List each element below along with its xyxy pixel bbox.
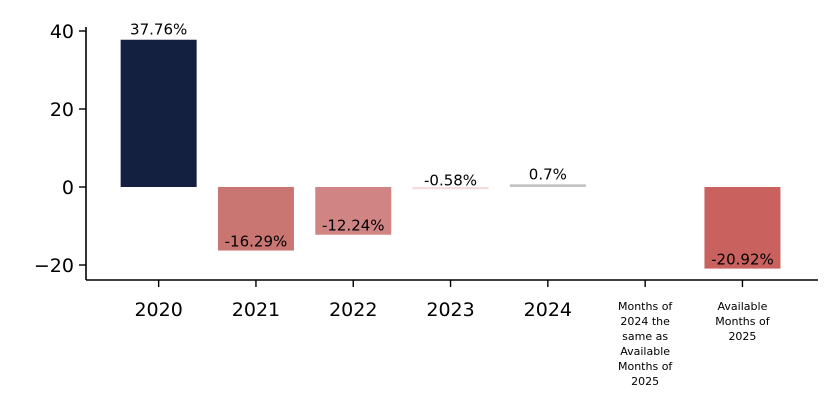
x-tick-label: 2020: [134, 299, 182, 321]
bar: [412, 187, 489, 190]
x-tick-label: 2024: [524, 299, 572, 321]
x-ticks-group: 2020 2021 2022 2023 2024 Months of 2024 the sam…: [134, 280, 771, 388]
bar: [120, 39, 197, 188]
data-label: -12.24%: [322, 217, 385, 235]
y-ticks-group: 40 20 0 −20: [34, 21, 86, 277]
bar: [315, 187, 392, 235]
y-tick-label: 40: [50, 21, 74, 43]
data-label: -20.92%: [711, 251, 774, 269]
data-label: 0.7%: [529, 165, 567, 183]
data-label: -16.29%: [225, 233, 288, 251]
data-label: 37.76%: [130, 21, 187, 39]
data-labels-group: 37.76% -16.29% -12.24% -0.58% 0.7% -20.92%: [130, 21, 774, 269]
bar: [704, 187, 781, 269]
bars-group: [120, 39, 781, 269]
bar: [509, 184, 586, 187]
x-tick-label: 2022: [329, 299, 377, 321]
y-tick-label: −20: [34, 255, 74, 277]
x-tick-label: Months of 2024 the same as Available Months …: [618, 300, 673, 388]
y-tick-label: 20: [50, 99, 74, 121]
bar: [217, 187, 294, 251]
y-tick-label: 0: [62, 177, 74, 199]
axes-group: [85, 27, 818, 281]
x-tick-label: Available Months of 2025: [715, 300, 770, 343]
x-tick-label: 2021: [232, 299, 280, 321]
x-tick-label: 2023: [426, 299, 474, 321]
data-label: -0.58%: [424, 171, 477, 189]
